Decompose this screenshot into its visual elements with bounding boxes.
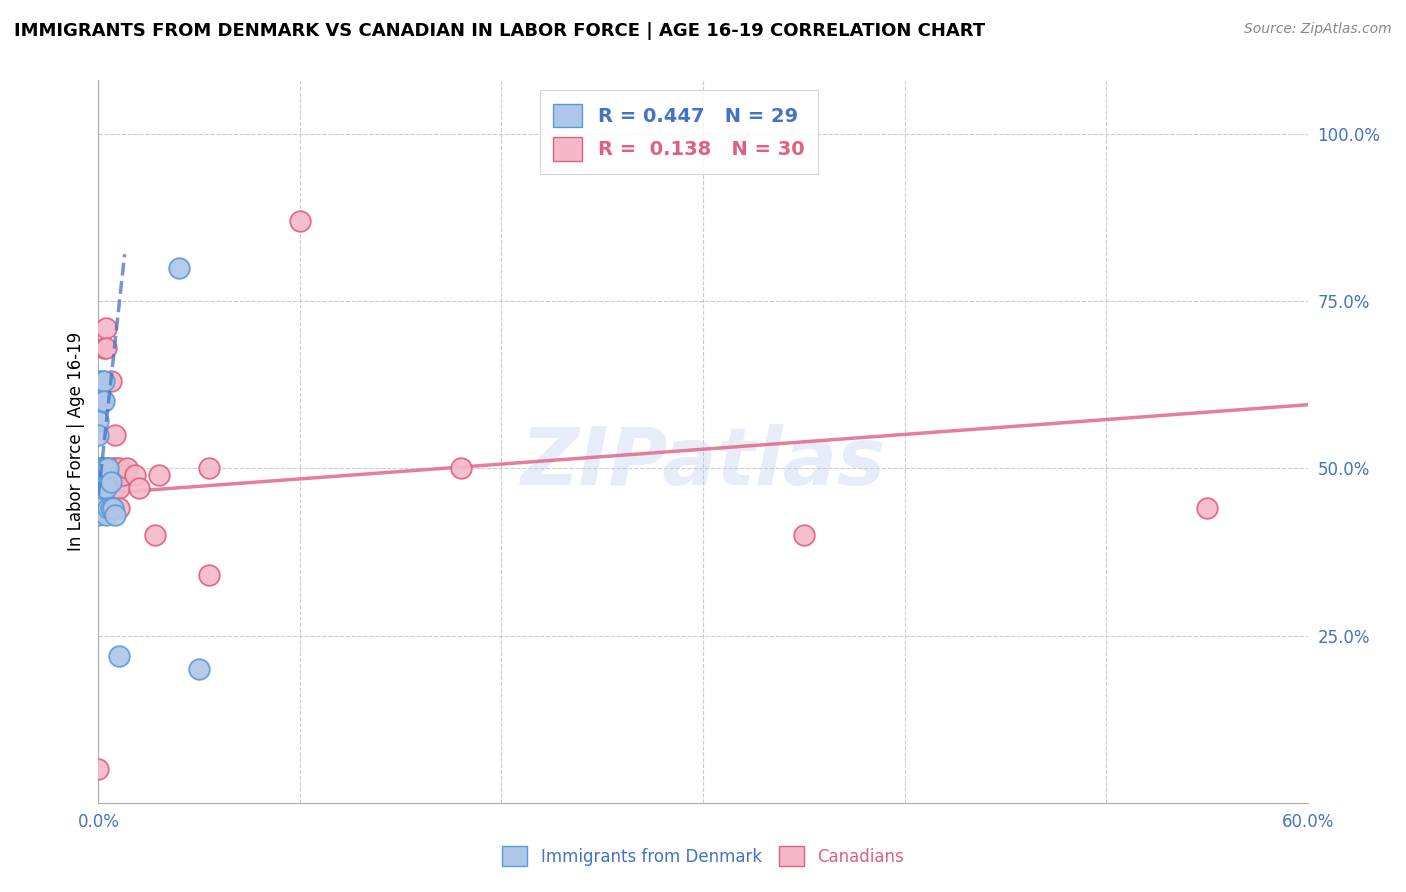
Point bbox=[97, 461, 120, 475]
Point bbox=[100, 501, 122, 516]
Legend: Immigrants from Denmark, Canadians: Immigrants from Denmark, Canadians bbox=[494, 838, 912, 875]
Point bbox=[100, 475, 122, 489]
Point bbox=[87, 381, 110, 395]
Point bbox=[93, 461, 115, 475]
Point bbox=[101, 461, 124, 475]
Point bbox=[87, 488, 110, 502]
Point bbox=[96, 482, 118, 496]
Point bbox=[97, 467, 120, 482]
Point bbox=[96, 321, 118, 335]
Point bbox=[103, 461, 125, 475]
Point bbox=[148, 467, 170, 482]
Point bbox=[103, 508, 125, 523]
Text: Source: ZipAtlas.com: Source: ZipAtlas.com bbox=[1244, 22, 1392, 37]
Point bbox=[96, 341, 118, 355]
Point bbox=[93, 341, 115, 355]
Point bbox=[87, 414, 110, 429]
Point bbox=[87, 394, 110, 409]
Point bbox=[793, 528, 815, 542]
Point bbox=[107, 461, 129, 475]
Legend: R = 0.447   N = 29, R =  0.138   N = 30: R = 0.447 N = 29, R = 0.138 N = 30 bbox=[540, 90, 818, 175]
Point bbox=[167, 260, 190, 275]
Point bbox=[198, 568, 221, 582]
Point bbox=[107, 648, 129, 663]
Point bbox=[115, 461, 138, 475]
Point bbox=[91, 461, 114, 475]
Text: ZIPatlas: ZIPatlas bbox=[520, 425, 886, 502]
Point bbox=[87, 762, 110, 776]
Point bbox=[91, 482, 114, 496]
Point bbox=[97, 501, 120, 516]
Point bbox=[97, 461, 120, 475]
Point bbox=[198, 461, 221, 475]
Point bbox=[100, 375, 122, 389]
Point bbox=[87, 508, 110, 523]
Point bbox=[128, 482, 150, 496]
Point bbox=[101, 501, 124, 516]
Point bbox=[1195, 501, 1218, 516]
Point bbox=[87, 375, 110, 389]
Point bbox=[93, 375, 115, 389]
Point bbox=[124, 467, 146, 482]
Point bbox=[96, 461, 118, 475]
Point bbox=[87, 461, 110, 475]
Point bbox=[93, 394, 115, 409]
Point bbox=[288, 214, 311, 228]
Point bbox=[87, 501, 110, 516]
Point bbox=[100, 475, 122, 489]
Point bbox=[188, 662, 211, 676]
Point bbox=[107, 501, 129, 516]
Point bbox=[87, 461, 110, 475]
Point bbox=[101, 482, 124, 496]
Point bbox=[103, 467, 125, 482]
Point bbox=[87, 467, 110, 482]
Point bbox=[111, 467, 134, 482]
Point bbox=[91, 375, 114, 389]
Y-axis label: In Labor Force | Age 16-19: In Labor Force | Age 16-19 bbox=[66, 332, 84, 551]
Text: IMMIGRANTS FROM DENMARK VS CANADIAN IN LABOR FORCE | AGE 16-19 CORRELATION CHART: IMMIGRANTS FROM DENMARK VS CANADIAN IN L… bbox=[14, 22, 986, 40]
Point bbox=[103, 427, 125, 442]
Point bbox=[450, 461, 472, 475]
Point bbox=[91, 394, 114, 409]
Point bbox=[87, 475, 110, 489]
Point bbox=[96, 508, 118, 523]
Point bbox=[143, 528, 166, 542]
Point bbox=[107, 482, 129, 496]
Point bbox=[87, 427, 110, 442]
